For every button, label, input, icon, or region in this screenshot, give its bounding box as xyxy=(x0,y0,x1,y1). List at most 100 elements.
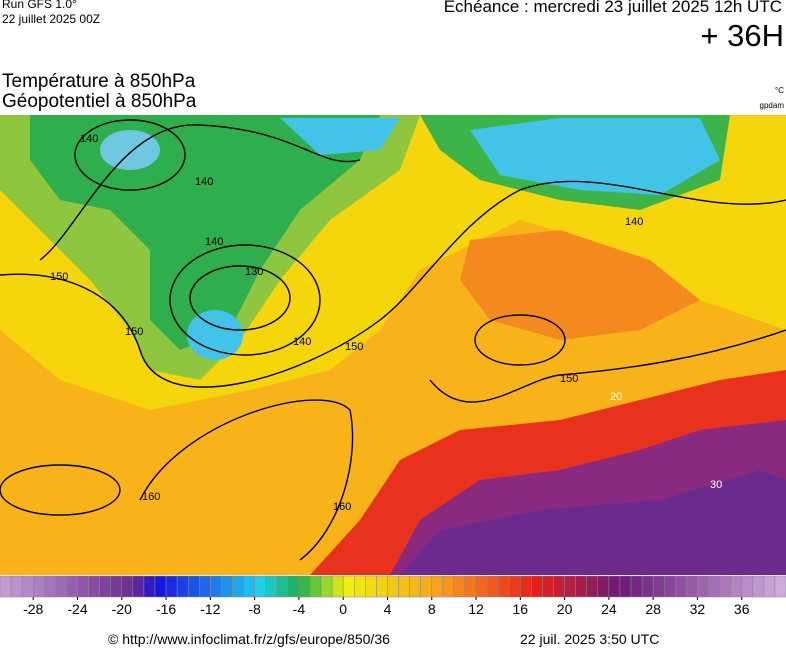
colorbar-cell xyxy=(741,575,754,598)
colorbar-cell xyxy=(276,575,289,598)
contour-label: 20 xyxy=(610,391,622,403)
valid-time: Echéance : mercredi 23 juillet 2025 12h … xyxy=(443,0,782,16)
colorbar-cell xyxy=(409,575,421,598)
colorbar-tick-label: 8 xyxy=(428,601,436,617)
colorbar-tick-label: 4 xyxy=(384,601,392,617)
colorbar-tick-label: 36 xyxy=(734,601,750,617)
colorbar-cell xyxy=(520,575,532,598)
colorbar-cell xyxy=(99,575,111,598)
colorbar-cell xyxy=(187,575,200,598)
contour-line xyxy=(0,464,121,516)
contour-line xyxy=(39,124,361,261)
contour-label: 160 xyxy=(333,501,351,513)
colorbar-cell xyxy=(652,575,665,598)
contour-line xyxy=(169,244,321,356)
colorbar-cell xyxy=(553,575,565,598)
colorbar-cell xyxy=(354,575,366,598)
contour-line xyxy=(429,329,786,403)
run-date: 22 juillet 2025 00Z xyxy=(2,12,101,26)
colorbar-cell xyxy=(475,575,488,598)
colorbar-tick-label: -24 xyxy=(67,601,87,617)
geopotential-unit: gpdam xyxy=(759,101,784,110)
colorbar-cell xyxy=(232,575,244,598)
contour-label: 140 xyxy=(80,133,98,145)
colorbar-cell xyxy=(508,575,521,598)
source-url: © http://www.infoclimat.fr/z/gfs/europe/… xyxy=(108,631,390,647)
colorbar-cell xyxy=(708,575,720,598)
colorbar-cell xyxy=(176,575,189,598)
colorbar-cell xyxy=(763,575,776,598)
timestamp: 22 juil. 2025 3:50 UTC xyxy=(520,631,660,647)
colorbar-cell xyxy=(675,575,687,598)
colorbar-cell xyxy=(287,575,300,598)
colorbar-cell xyxy=(143,575,156,598)
colorbar-cell xyxy=(630,575,643,598)
colorbar-cell xyxy=(431,575,444,598)
colorbar-cell xyxy=(66,575,78,598)
colorbar-cell xyxy=(110,575,123,598)
colorbar-tick-label: -12 xyxy=(200,601,220,617)
colorbar-tick-label: 16 xyxy=(513,601,529,617)
colorbar-cell xyxy=(154,575,167,598)
contours xyxy=(0,119,786,561)
colorbar-cell xyxy=(77,575,89,598)
colorbar-cell xyxy=(298,575,311,598)
temperature-field xyxy=(187,310,243,360)
colorbar-cell xyxy=(376,575,388,598)
lead-time: + 36H xyxy=(700,18,784,53)
contour-line xyxy=(0,180,786,388)
colorbar-cell xyxy=(243,575,255,598)
colorbar-cell xyxy=(730,575,742,598)
contour-labels: 140 140 140 130 140 150 150 150 150 160 … xyxy=(50,133,722,513)
colorbar-tick-label: 12 xyxy=(468,601,484,617)
colorbar-cell xyxy=(132,575,145,598)
contour-line xyxy=(474,314,566,366)
contour-label: 30 xyxy=(710,479,722,491)
colorbar-cell xyxy=(365,575,377,598)
colorbar-tick-label: 20 xyxy=(557,601,573,617)
colorbar-cell xyxy=(387,575,399,598)
contour-line xyxy=(139,399,354,561)
colorbar-cell xyxy=(575,575,587,598)
colorbar-cell xyxy=(442,575,455,598)
temperature-field xyxy=(470,118,720,195)
colorbar-cell xyxy=(752,575,765,598)
colorbar-cell xyxy=(121,575,134,598)
colorbar-tick-label: -16 xyxy=(156,601,176,617)
colorbar: -28 -24 -20 -16 -12 -8 -4 0 4 8 12 16 20 24 28 32 36 xyxy=(0,575,786,617)
colorbar-cell xyxy=(464,575,477,598)
colorbar-cell xyxy=(398,575,410,598)
temperature-field xyxy=(100,130,160,170)
temperature-field xyxy=(30,115,380,350)
temperature-field xyxy=(460,230,700,340)
contour-line xyxy=(74,119,186,191)
colorbar-cell xyxy=(697,575,709,598)
colorbar-cell xyxy=(88,575,100,598)
colorbar-cell xyxy=(774,575,786,598)
map xyxy=(0,115,786,575)
contour-label: 140 xyxy=(195,176,213,188)
colorbar-cell xyxy=(486,575,499,598)
colorbar-cell xyxy=(320,575,333,598)
colorbar-cell xyxy=(199,575,211,598)
contour-label: 130 xyxy=(245,266,263,278)
colorbar-cell xyxy=(331,575,344,598)
contour-label: 160 xyxy=(142,491,160,503)
colorbar-cell xyxy=(265,575,278,598)
colorbar-cell xyxy=(420,575,432,598)
colorbar-cell xyxy=(254,575,266,598)
colorbar-cell xyxy=(497,575,510,598)
temperature-field xyxy=(280,118,400,155)
colorbar-tick-label: 32 xyxy=(690,601,706,617)
colorbar-cell xyxy=(542,575,554,598)
colorbar-cell xyxy=(165,575,178,598)
colorbar-cell xyxy=(21,575,34,598)
colorbar-cell xyxy=(32,575,45,598)
colorbar-cell xyxy=(597,575,610,598)
colorbar-cell xyxy=(10,575,23,598)
colorbar-tick-label: -20 xyxy=(112,601,132,617)
contour-label: 140 xyxy=(205,236,223,248)
colorbar-tick-label: 24 xyxy=(601,601,617,617)
